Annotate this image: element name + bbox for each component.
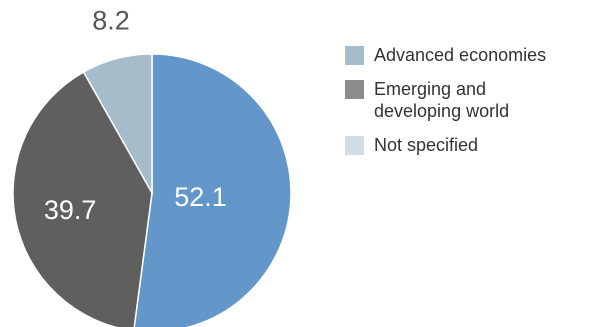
legend-label-not-specified: Not specified [374, 135, 479, 155]
legend-item-not-specified: Not specified [345, 134, 585, 156]
pie-slice-not-specified [12, 71, 153, 327]
legend-swatch-advanced-economies [345, 46, 364, 65]
pie-data-labels: 52.1 8.2 39.7 [44, 5, 227, 225]
legend-label-emerging-and-developing-world: Emerging and developing world [374, 79, 510, 121]
legend-swatch-not-specified [345, 136, 364, 155]
data-label-not-specified: 39.7 [44, 195, 97, 225]
legend-item-emerging-and-developing-world: Emerging and developing world [345, 78, 585, 122]
data-label-emerging-and-developing-world: 52.1 [174, 182, 227, 212]
legend-swatch-emerging-and-developing-world [345, 80, 364, 99]
legend: Advanced economies Emerging and developi… [345, 44, 585, 168]
pie-slices [12, 53, 292, 327]
data-label-advanced-economies: 8.2 [92, 5, 130, 35]
legend-item-advanced-economies: Advanced economies [345, 44, 585, 66]
pie-slice-emerging-and-developing-world [133, 53, 292, 327]
legend-label-advanced-economies: Advanced economies [374, 45, 547, 65]
